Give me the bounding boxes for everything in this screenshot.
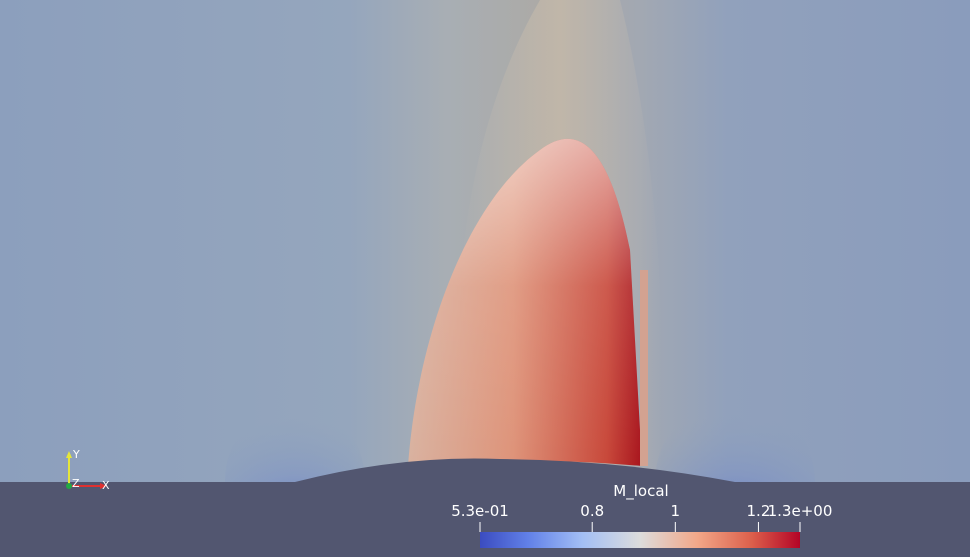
colorbar-tick-label: 1.2 [746, 502, 771, 520]
y-axis-label: Y [72, 448, 80, 461]
y-axis-arrow [66, 451, 72, 458]
colorbar-tick-label: 0.8 [580, 502, 605, 520]
colorbar-tick-label: 1 [670, 502, 681, 520]
colorbar-ticks [479, 522, 801, 532]
colorbar [480, 532, 800, 548]
z-axis-label: Z [72, 477, 80, 490]
supersonic-region-fade [408, 138, 642, 467]
x-axis-arrow [100, 483, 107, 489]
x-axis-label: X [102, 479, 110, 492]
colorbar-tick-label: 1.3e+00 [767, 502, 833, 520]
z-axis-dot [66, 483, 72, 489]
orientation-axes: Y Z X [66, 448, 110, 492]
colorbar-tick-label: 5.3e-01 [451, 502, 509, 520]
shock-line [640, 270, 648, 466]
colorbar-title: M_local [613, 482, 669, 500]
